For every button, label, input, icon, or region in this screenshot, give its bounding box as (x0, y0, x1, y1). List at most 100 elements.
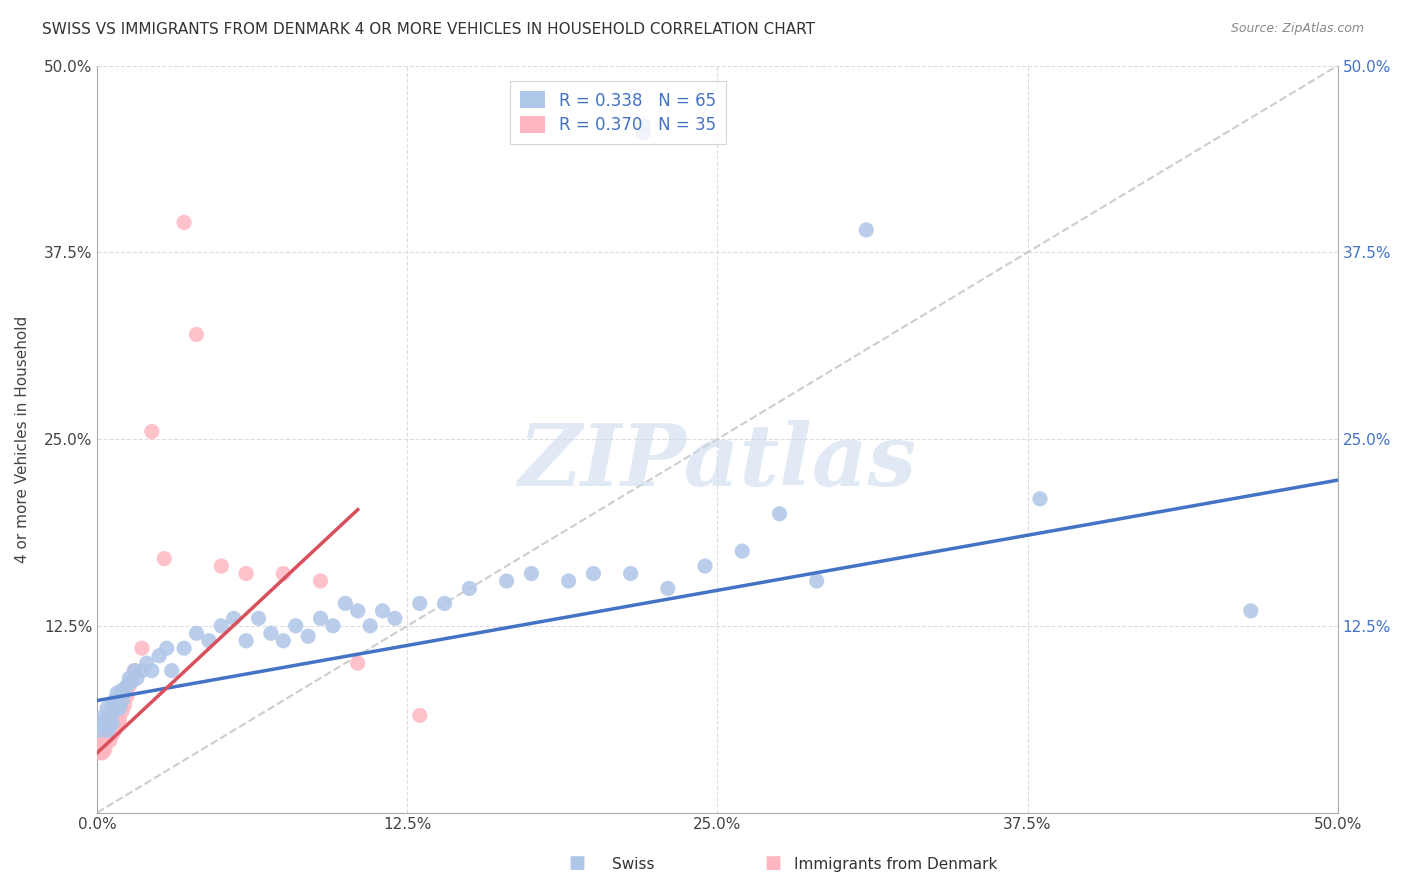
Point (222, 611, 245, 625)
Point (247, 611, 270, 625)
Point (631, 126, 654, 140)
Point (125, 671, 148, 685)
Point (135, 656, 157, 670)
Point (105, 701, 128, 715)
Point (124, 664, 146, 678)
Point (271, 633, 294, 648)
Point (657, 582, 679, 596)
Point (141, 425, 163, 439)
Point (89, 723, 111, 738)
Point (108, 701, 131, 715)
Point (115, 679, 138, 693)
Point (111, 693, 134, 707)
Text: Source: ZipAtlas.com: Source: ZipAtlas.com (1230, 22, 1364, 36)
Point (108, 713, 131, 727)
Point (91, 739, 114, 753)
Point (104, 693, 127, 707)
Point (297, 629, 319, 643)
Point (93, 715, 115, 730)
Text: SWISS VS IMMIGRANTS FROM DENMARK 4 OR MORE VEHICLES IN HOUSEHOLD CORRELATION CHA: SWISS VS IMMIGRANTS FROM DENMARK 4 OR MO… (42, 22, 815, 37)
Point (156, 641, 179, 656)
Point (806, 574, 828, 588)
Point (209, 559, 232, 574)
Point (104, 723, 127, 738)
Point (89, 746, 111, 760)
Point (105, 698, 128, 712)
Point (101, 728, 124, 742)
Text: ■: ■ (568, 855, 585, 872)
Point (160, 664, 183, 678)
Point (114, 698, 136, 712)
Text: Immigrants from Denmark: Immigrants from Denmark (794, 857, 998, 872)
Point (131, 641, 153, 656)
Point (118, 679, 141, 693)
Point (384, 611, 406, 625)
Point (96, 723, 118, 738)
Point (96, 701, 118, 715)
Point (371, 604, 394, 618)
Point (98, 708, 121, 723)
Point (93, 708, 115, 723)
Point (89, 739, 111, 753)
Point (91, 746, 114, 760)
Point (359, 619, 381, 633)
Point (409, 708, 432, 723)
Text: Swiss: Swiss (612, 857, 654, 872)
Point (101, 701, 124, 715)
Point (235, 566, 257, 581)
Point (101, 715, 124, 730)
Point (731, 544, 754, 558)
Point (153, 551, 176, 566)
Point (104, 704, 127, 718)
Point (260, 626, 283, 640)
Point (322, 619, 344, 633)
Point (98, 719, 121, 733)
Point (346, 656, 368, 670)
Point (104, 708, 127, 723)
Point (495, 574, 517, 588)
Point (96, 731, 118, 745)
Point (768, 507, 790, 521)
Point (105, 715, 128, 730)
Point (520, 566, 543, 581)
Point (209, 619, 232, 633)
Point (141, 664, 163, 678)
Point (101, 715, 124, 730)
Point (198, 633, 221, 648)
Point (186, 626, 208, 640)
Point (93, 743, 115, 757)
Point (115, 689, 138, 703)
Point (693, 559, 716, 574)
Point (111, 693, 134, 707)
Point (409, 596, 432, 610)
Point (121, 674, 143, 689)
Point (173, 215, 195, 229)
Point (111, 704, 134, 718)
Point (118, 671, 141, 685)
Y-axis label: 4 or more Vehicles in Household: 4 or more Vehicles in Household (15, 316, 30, 563)
Legend: R = 0.338   N = 65, R = 0.370   N = 35: R = 0.338 N = 65, R = 0.370 N = 35 (510, 81, 725, 145)
Point (1029, 491, 1052, 506)
Point (855, 223, 877, 237)
Point (114, 686, 136, 700)
Point (1240, 604, 1263, 618)
Point (173, 641, 195, 656)
Point (111, 683, 134, 698)
Point (458, 582, 481, 596)
Point (631, 119, 654, 133)
Point (433, 596, 456, 610)
Point (105, 686, 128, 700)
Point (148, 648, 170, 663)
Point (98, 719, 121, 733)
Point (346, 604, 368, 618)
Point (284, 619, 307, 633)
Point (335, 596, 357, 610)
Point (235, 633, 257, 648)
Point (557, 574, 579, 588)
Point (96, 723, 118, 738)
Point (91, 731, 114, 745)
Point (124, 664, 146, 678)
Point (186, 327, 208, 342)
Point (620, 566, 643, 581)
Point (98, 734, 121, 748)
